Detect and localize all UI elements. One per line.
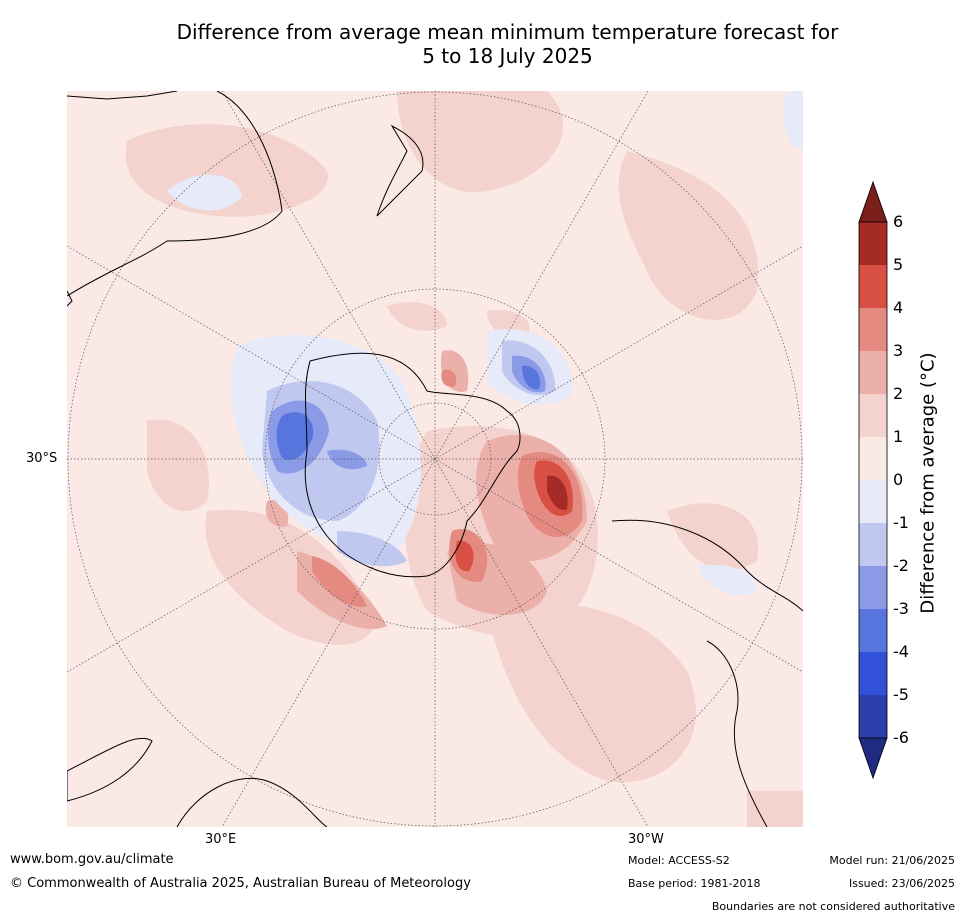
footer-base-period: Base period: 1981-2018 — [628, 877, 761, 890]
colorbar-tick-label: 4 — [893, 298, 904, 317]
colorbar-segment — [859, 652, 887, 695]
map-title: Difference from average mean minimum tem… — [60, 20, 955, 68]
map-canvas — [67, 91, 803, 827]
anomaly-warm-5 — [547, 475, 568, 510]
colorbar-segment — [859, 308, 887, 351]
footer-disclaimer: Boundaries are not considered authoritat… — [711, 900, 955, 913]
coastlines — [67, 91, 803, 827]
colorbar-segment — [859, 265, 887, 308]
colorbar-segment — [859, 222, 887, 265]
footer-issued: Issued: 23/06/2025 — [848, 877, 955, 890]
forecast-map — [67, 91, 803, 827]
colorbar-segment — [859, 480, 887, 523]
colorbar-tick-label: 3 — [893, 341, 904, 360]
colorbar-svg — [858, 180, 888, 780]
colorbar-segment — [859, 695, 887, 738]
colorbar-tick-label: 6 — [893, 212, 904, 231]
colorbar-tick-label: 1 — [893, 427, 904, 446]
colorbar-segment — [859, 566, 887, 609]
colorbar-segment — [859, 437, 887, 480]
anomaly-cool-4 — [276, 365, 541, 460]
footer-model: Model: ACCESS-S2 — [628, 854, 730, 867]
colorbar-tick-label: 5 — [893, 255, 904, 274]
title-line-1: Difference from average mean minimum tem… — [176, 20, 839, 44]
colorbar-segment — [859, 351, 887, 394]
anomaly-warm-1 — [125, 91, 803, 827]
colorbar-tick-label: -3 — [893, 599, 909, 618]
colorbar-tick-label: -1 — [893, 513, 909, 532]
colorbar-segment — [859, 523, 887, 566]
graticule — [67, 91, 803, 827]
colorbar-tick-label: -5 — [893, 685, 909, 704]
lon-label-30e: 30°E — [205, 832, 237, 847]
colorbar-extend-top — [858, 180, 888, 223]
colorbar-segment — [859, 609, 887, 652]
colorbar-tick-label: 2 — [893, 384, 904, 403]
colorbar-title: Difference from average (°C) — [917, 352, 939, 614]
colorbar-segment — [859, 394, 887, 437]
colorbar-tick-label: 0 — [893, 470, 904, 489]
footer-copyright: © Commonwealth of Australia 2025, Austra… — [10, 876, 471, 891]
lat-label-30s: 30°S — [26, 451, 58, 466]
colorbar — [855, 180, 891, 786]
footer-url: www.bom.gov.au/climate — [10, 852, 174, 867]
colorbar-tick-label: -4 — [893, 642, 909, 661]
title-line-2: 5 to 18 July 2025 — [422, 44, 593, 68]
lon-label-30w: 30°W — [628, 832, 664, 847]
colorbar-extend-bottom — [858, 737, 888, 780]
footer-model-run: Model run: 21/06/2025 — [829, 854, 955, 867]
colorbar-tick-label: -6 — [893, 728, 909, 747]
colorbar-tick-label: -2 — [893, 556, 909, 575]
